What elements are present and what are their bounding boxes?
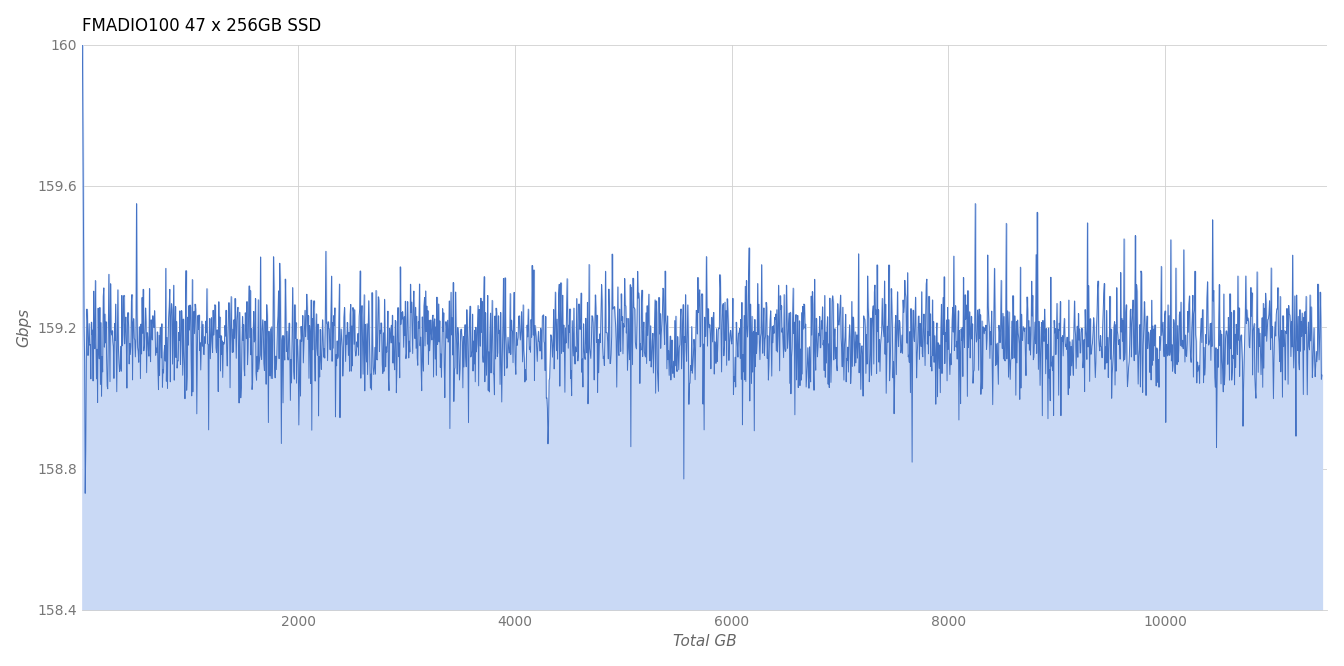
Y-axis label: Gbps: Gbps xyxy=(16,308,32,347)
X-axis label: Total GB: Total GB xyxy=(673,634,737,649)
Text: FMADIO100 47 x 256GB SSD: FMADIO100 47 x 256GB SSD xyxy=(82,17,321,35)
